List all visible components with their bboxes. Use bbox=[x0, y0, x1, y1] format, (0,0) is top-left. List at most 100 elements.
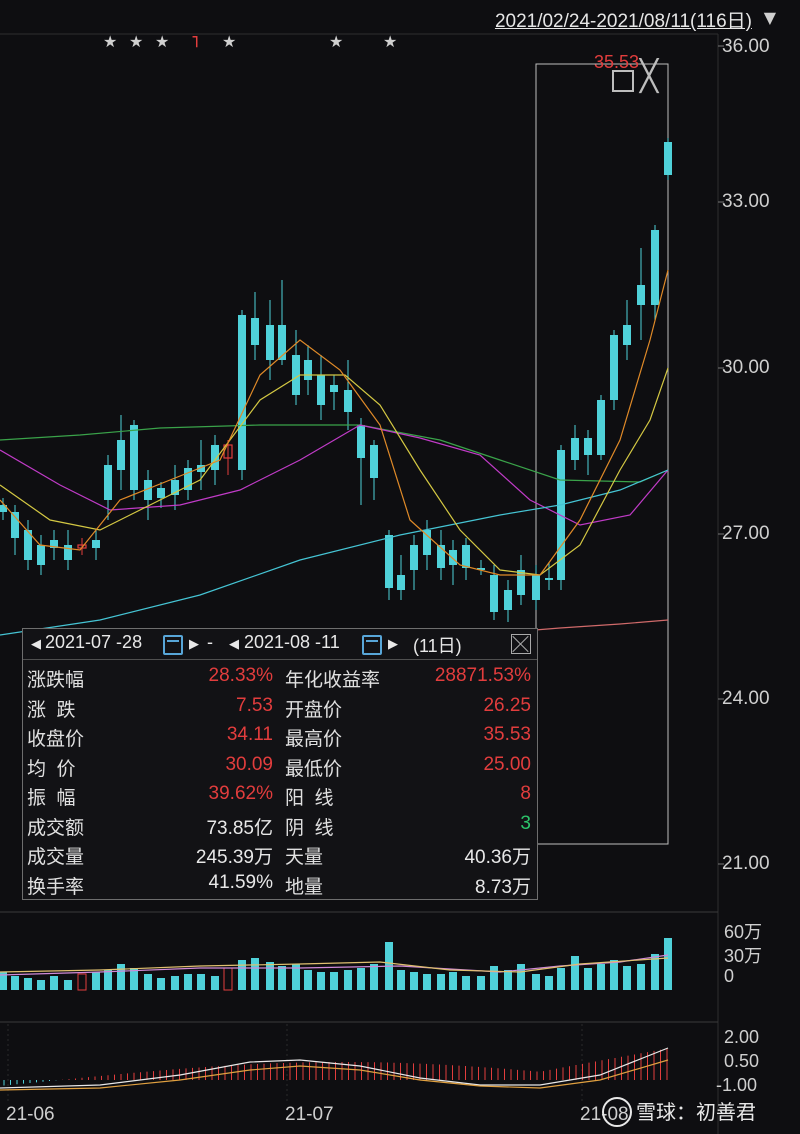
maximize-icon[interactable] bbox=[612, 70, 634, 92]
next-start-icon[interactable]: ▶ bbox=[189, 636, 199, 651]
candle-body bbox=[357, 425, 365, 458]
ma-line bbox=[0, 367, 669, 576]
stats-row: 成交额 73.85亿阴 线 3 bbox=[27, 813, 533, 842]
candle-body bbox=[197, 465, 205, 472]
volume-bar bbox=[545, 976, 553, 990]
volume-bar bbox=[623, 966, 631, 990]
candle-body bbox=[266, 325, 274, 360]
candle-body bbox=[130, 425, 138, 490]
close-icon[interactable]: ╳ bbox=[640, 59, 659, 94]
candle-body bbox=[144, 480, 152, 500]
candle-body bbox=[238, 315, 246, 470]
candle-body bbox=[385, 535, 393, 588]
date-range-label[interactable]: 2021/02/24-2021/08/11(116日) bbox=[494, 11, 752, 32]
candle-body bbox=[637, 285, 645, 305]
volume-bar bbox=[278, 966, 286, 990]
calendar-icon[interactable] bbox=[163, 635, 183, 655]
stat-value: 39.62% bbox=[208, 783, 273, 804]
macd-axis-label: -1.00 bbox=[716, 1075, 758, 1095]
date-tick: 21-07 bbox=[285, 1104, 334, 1125]
stat-value: 35.53 bbox=[483, 724, 531, 745]
volume-bar bbox=[330, 972, 338, 990]
stat-value: 73.85亿 bbox=[206, 817, 273, 839]
end-date[interactable]: 2021-08 -11 bbox=[244, 632, 340, 652]
start-date[interactable]: 2021-07 -28 bbox=[45, 632, 143, 652]
ma-line bbox=[0, 424, 669, 483]
close-icon[interactable] bbox=[511, 634, 531, 654]
volume-bar bbox=[117, 964, 125, 990]
candle-body bbox=[545, 578, 553, 580]
selection-rect bbox=[535, 63, 669, 845]
prev-start-icon[interactable]: ◀ bbox=[31, 636, 41, 651]
stats-row: 涨 跌 7.53 开盘价 26.25 bbox=[27, 695, 533, 724]
volume-bar bbox=[304, 970, 312, 990]
star-icon: ★ bbox=[222, 32, 237, 51]
range-stats-panel: ◀ 2021-07 -28 ▶ - ◀ 2021-08 -11 ▶ (11日) … bbox=[22, 628, 538, 900]
date-tick: 21-06 bbox=[6, 1104, 55, 1125]
volume-bar bbox=[77, 973, 87, 991]
volume-bar bbox=[370, 964, 378, 990]
stat-value: 34.11 bbox=[226, 724, 273, 745]
price-axis-label: 27.00 bbox=[722, 523, 770, 544]
calendar-icon[interactable] bbox=[362, 635, 382, 655]
volume-bar bbox=[517, 964, 525, 990]
candle-body bbox=[171, 480, 179, 495]
volume-bar bbox=[397, 970, 405, 990]
volume-bar bbox=[584, 968, 592, 990]
bracket-icon: ˥ bbox=[191, 32, 199, 51]
candle-body bbox=[490, 575, 498, 612]
prev-end-icon[interactable]: ◀ bbox=[229, 636, 239, 651]
stats-row: 涨跌幅 28.33% 年化收益率 28871.53% bbox=[27, 665, 533, 694]
max-price-marker: 35.53 bbox=[594, 52, 640, 72]
stat-label: 最高价 bbox=[285, 729, 343, 750]
stat-label: 均 价 bbox=[27, 758, 76, 780]
stat-label: 天量 bbox=[285, 847, 324, 868]
vol-ma-line bbox=[0, 957, 669, 973]
range-separator: - bbox=[207, 632, 213, 652]
candle-body bbox=[623, 325, 631, 345]
candle-body bbox=[37, 545, 45, 565]
price-axis-label: 36.00 bbox=[722, 36, 770, 57]
stat-value: 3 bbox=[520, 812, 531, 834]
volume-bar bbox=[50, 976, 58, 990]
volume-bar bbox=[317, 972, 325, 990]
volume-bar bbox=[64, 980, 72, 990]
candle-body bbox=[597, 400, 605, 455]
candle-body bbox=[477, 568, 485, 570]
panel-header: ◀ 2021-07 -28 ▶ - ◀ 2021-08 -11 ▶ (11日) bbox=[23, 629, 537, 660]
price-axis-label: 33.00 bbox=[722, 191, 770, 212]
next-end-icon[interactable]: ▶ bbox=[388, 636, 398, 651]
volume-bar bbox=[130, 968, 138, 990]
stat-value: 40.36万 bbox=[464, 847, 531, 868]
macd-line bbox=[0, 1047, 669, 1089]
triangle-down-icon[interactable]: ▼ bbox=[763, 8, 776, 27]
volume-bar bbox=[410, 972, 418, 990]
volume-bar bbox=[92, 972, 100, 990]
candle-body bbox=[92, 540, 100, 548]
stat-label: 最低价 bbox=[285, 758, 343, 780]
stat-label: 阳 线 bbox=[285, 788, 334, 809]
star-icon: ★ bbox=[155, 32, 170, 51]
volume-bar bbox=[171, 976, 179, 990]
volume-bar bbox=[423, 974, 431, 990]
stat-value: 41.59% bbox=[208, 871, 273, 893]
price-axis-label: 24.00 bbox=[722, 688, 770, 709]
candle-body bbox=[184, 468, 192, 490]
candle-body bbox=[24, 530, 32, 560]
stats-row: 均 价 30.09 最低价 25.00 bbox=[27, 754, 533, 783]
volume-bar bbox=[266, 962, 274, 990]
stats-row: 成交量 245.39万 天量 40.36万 bbox=[27, 842, 533, 871]
ma-line bbox=[0, 269, 669, 576]
volume-bar bbox=[292, 964, 300, 990]
macd-line bbox=[0, 1059, 669, 1091]
volume-bar bbox=[197, 974, 205, 990]
stat-value: 25.00 bbox=[483, 753, 531, 775]
stat-label: 换手率 bbox=[27, 876, 85, 898]
volume-bar bbox=[157, 978, 165, 990]
range-days: (11日) bbox=[413, 636, 462, 656]
volume-bar bbox=[344, 970, 352, 990]
candle-body bbox=[437, 545, 445, 568]
candle-body bbox=[532, 575, 540, 600]
stats-row: 振 幅 39.62% 阳 线 8 bbox=[27, 783, 533, 812]
